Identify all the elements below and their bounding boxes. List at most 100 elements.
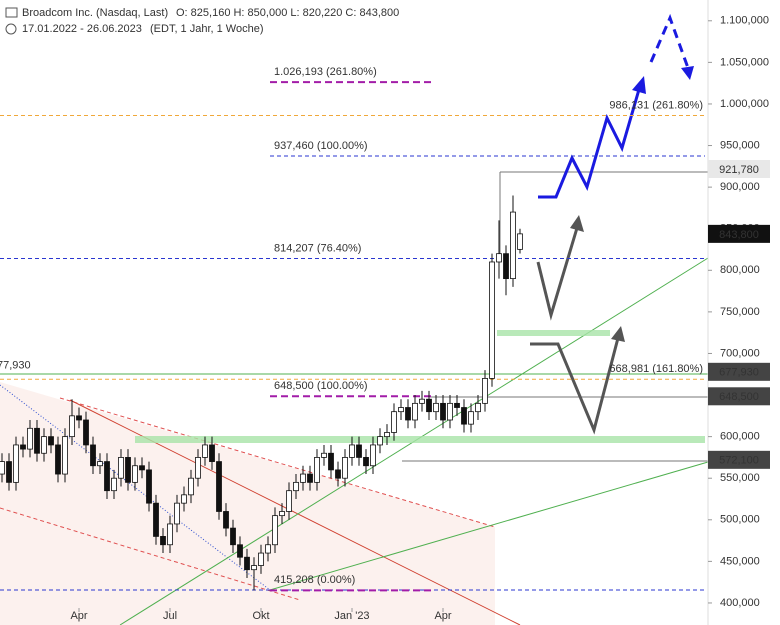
candle-body: [335, 469, 341, 479]
candle-body: [370, 444, 376, 467]
price-badge-label: 921,780: [719, 164, 759, 176]
price-badge: [708, 362, 770, 381]
candle-body: [118, 457, 124, 479]
y-tick-label: 450,000: [720, 555, 760, 567]
candle-body: [6, 461, 12, 483]
price-badge-label: 648,500: [719, 391, 759, 403]
fib-label: 1.026,193 (261.80%): [274, 66, 377, 78]
candle-body: [349, 444, 355, 458]
candle-body: [97, 461, 103, 467]
candle-body: [55, 444, 61, 475]
price-badge: [708, 160, 770, 179]
candle-body: [496, 253, 502, 263]
candle-body: [321, 452, 327, 458]
candle-body: [0, 461, 5, 475]
ohlc-info: O: 825,160 H: 850,000 L: 820,220 C: 843,…: [176, 7, 399, 19]
candle-body: [139, 465, 145, 471]
candle-body: [405, 407, 411, 421]
date-range: 17.01.2022 - 26.06.2023: [22, 23, 142, 35]
price-badge: [708, 387, 770, 406]
chart-title: Broadcom Inc. (Nasdaq, Last): [22, 7, 168, 19]
y-tick-label: 950,000: [720, 139, 760, 151]
candle-body: [265, 544, 271, 554]
y-tick-label: 600,000: [720, 431, 760, 443]
candle-body: [391, 411, 397, 433]
candle-body: [125, 457, 131, 483]
candle-body: [489, 261, 495, 379]
candle-body: [132, 465, 138, 483]
candle-body: [76, 415, 82, 421]
x-tick-label: Okt: [252, 610, 269, 622]
candle-body: [153, 502, 159, 537]
candle-body: [454, 402, 460, 408]
candle-body: [223, 511, 229, 529]
candle-body: [356, 444, 362, 458]
price-badge: [708, 224, 770, 243]
candle-body: [300, 473, 306, 483]
price-badge-label: 572,100: [719, 455, 759, 467]
y-tick-label: 900,000: [720, 181, 760, 193]
candle-body: [34, 427, 40, 454]
fib-label: 415,208 (0.00%): [274, 574, 355, 586]
projection-arrow: [649, 13, 690, 69]
candle-body: [468, 411, 474, 425]
candle-body: [258, 552, 264, 566]
clock-icon: [5, 23, 17, 35]
y-tick-label: 550,000: [720, 472, 760, 484]
y-tick-label: 800,000: [720, 264, 760, 276]
candle-body: [244, 556, 250, 571]
price-badge: [708, 450, 770, 469]
candle-body: [398, 407, 404, 413]
y-tick-label: 750,000: [720, 306, 760, 318]
candle-body: [510, 211, 516, 280]
candle-body: [27, 427, 33, 450]
candle-body: [20, 444, 26, 450]
projection-arrow: [536, 227, 579, 321]
candle-body: [461, 407, 467, 425]
fib-label: 668,981 (161.80%): [609, 363, 703, 375]
candle-body: [482, 378, 488, 404]
candle-body: [202, 444, 208, 458]
period: (EDT, 1 Jahr, 1 Woche): [150, 23, 264, 35]
candle-body: [440, 402, 446, 421]
candle-body: [62, 436, 68, 475]
candle-body: [111, 477, 117, 492]
fib-label: 937,460 (100.00%): [274, 140, 368, 152]
candle-body: [188, 477, 194, 496]
candle-body: [160, 536, 166, 546]
candle-body: [475, 402, 481, 413]
x-tick-label: Jul: [163, 610, 177, 622]
candle-body: [237, 544, 243, 558]
y-tick-label: 1.000,000: [720, 98, 769, 110]
fib-label: 648,500 (100.00%): [274, 380, 368, 392]
price-badge-label: 677,930: [719, 367, 759, 379]
candle-body: [146, 469, 152, 504]
candle-body: [314, 457, 320, 483]
zone: [497, 330, 610, 336]
candle-body: [167, 523, 173, 546]
arrow-head: [681, 66, 694, 80]
candle-body: [503, 253, 509, 280]
candle-body: [181, 494, 187, 504]
candle-body: [195, 457, 201, 479]
channel-top: [59, 397, 496, 528]
candle-body: [517, 233, 523, 250]
dotted-line: [0, 384, 271, 591]
y-tick-label: 1.100,000: [720, 15, 769, 27]
candle-body: [48, 436, 54, 446]
candle-body: [230, 527, 236, 546]
fib-label: 986,131 (261.80%): [609, 99, 703, 111]
chart-icon: [5, 7, 18, 18]
candle-body: [41, 436, 47, 454]
y-tick-label: 500,000: [720, 514, 760, 526]
candle-body: [342, 457, 348, 479]
candle-body: [272, 515, 278, 546]
candle-body: [293, 481, 299, 492]
candle-body: [104, 461, 110, 492]
candle-body: [83, 419, 89, 446]
candle-body: [216, 461, 222, 512]
y-tick-label: 1.050,000: [720, 56, 769, 68]
candle-body: [251, 565, 257, 571]
zone: [135, 436, 705, 443]
